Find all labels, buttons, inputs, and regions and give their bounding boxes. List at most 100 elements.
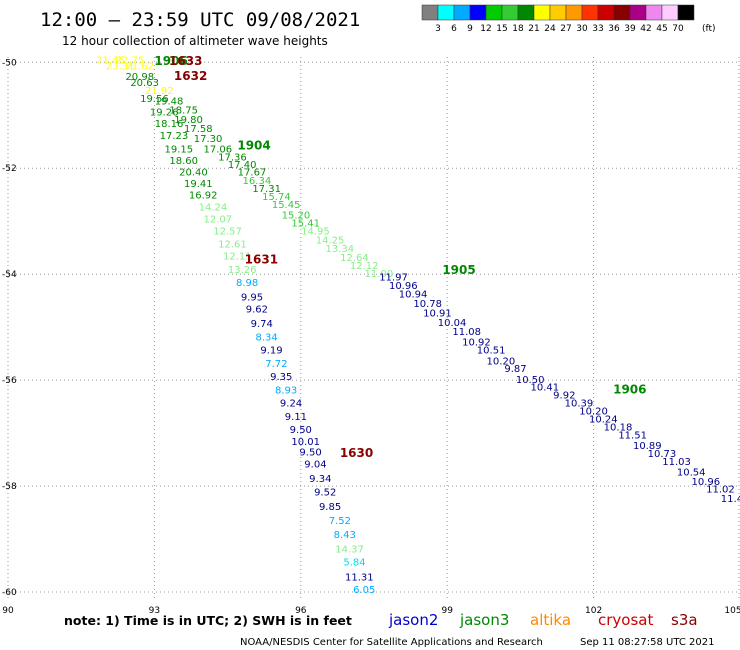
- footer-note: note: 1) Time is in UTC; 2) SWH is in fe…: [64, 613, 352, 628]
- wave-height-value: 8.93: [275, 385, 297, 396]
- wave-height-value: 15.74: [262, 192, 291, 203]
- wave-height-value: 18.75: [169, 106, 198, 117]
- wave-height-value: 9.62: [246, 304, 268, 315]
- wave-height-value: 12.12: [350, 261, 379, 272]
- wave-height-value: 21.62: [125, 62, 154, 73]
- wave-height-value: 9.92: [553, 391, 575, 402]
- wave-height-value: 11.44: [721, 494, 740, 505]
- wave-height-value: 9.52: [314, 488, 336, 499]
- wave-height-value: 17.40: [228, 160, 257, 171]
- x-tick-label: 99: [441, 606, 453, 616]
- x-tick-label: 93: [149, 606, 160, 616]
- wave-height-value: 19.41: [184, 179, 213, 190]
- wave-height-value: 7.52: [329, 516, 351, 527]
- wave-height-value: 20.98: [125, 72, 154, 83]
- wave-height-value: 10.78: [413, 299, 442, 310]
- color-swatch: [517, 4, 535, 21]
- color-scale-tick: 9: [467, 24, 473, 34]
- color-scale-tick: 36: [608, 24, 620, 34]
- wave-height-value: 15.41: [291, 219, 320, 230]
- wave-height-value: 10.04: [438, 318, 467, 329]
- wave-height-value: 10.39: [565, 399, 594, 410]
- wave-height-value: 11.08: [452, 327, 481, 338]
- footer-timestamp: Sep 11 08:27:58 UTC 2021: [580, 637, 714, 648]
- wave-height-value: 10.20: [579, 407, 608, 418]
- wave-height-value: 9.85: [319, 502, 341, 513]
- pass-label: 1632: [174, 69, 207, 83]
- wave-height-value: 19.56: [140, 94, 169, 105]
- axes: 90 93 96 99 102 105 -50 -52 -54 -56 -58 -60: [2, 58, 740, 616]
- wave-height-value: 21.92: [145, 86, 174, 97]
- footer-credit: NOAA/NESDIS Center for Satellite Applica…: [240, 637, 543, 648]
- color-swatch: [469, 4, 487, 21]
- color-scale-tick: 33: [592, 24, 603, 34]
- wave-height-value: 17.06: [204, 144, 233, 155]
- wave-height-value: 13.34: [326, 244, 355, 255]
- wave-height-value: 10.20: [487, 356, 516, 367]
- wave-height-value: 14.37: [335, 544, 364, 555]
- pass-label: 1630: [340, 446, 373, 460]
- color-swatch: [581, 4, 599, 21]
- color-swatch: [661, 4, 679, 21]
- color-swatch: [629, 4, 647, 21]
- wave-height-value: 20.63: [130, 78, 159, 89]
- wave-height-value: 9.50: [299, 447, 321, 458]
- wave-height-value: 17.23: [160, 131, 189, 142]
- wave-height-value: 16.34: [243, 176, 272, 187]
- wave-height-value: 15.45: [272, 200, 301, 211]
- wave-height-value: 5.84: [343, 558, 365, 569]
- wave-height-value: 20.40: [179, 168, 208, 179]
- wave-height-value: 12.11: [223, 251, 252, 262]
- x-tick-label: 90: [2, 606, 14, 616]
- y-tick-label: -54: [2, 270, 17, 280]
- wave-height-value: 11.31: [345, 572, 374, 583]
- color-scale-tick: 18: [512, 24, 524, 34]
- wave-height-value: 14.24: [199, 203, 228, 214]
- wave-height-value: 11.00: [365, 269, 394, 280]
- satellite-legend-s3a: s3a: [671, 611, 698, 629]
- wave-height-value: 9.74: [251, 319, 273, 330]
- wave-height-value: 19.26: [150, 107, 179, 118]
- color-scale-tick: 27: [560, 24, 571, 34]
- wave-height-value: 9.34: [309, 474, 331, 485]
- wave-height-value: 19.80: [174, 115, 203, 126]
- wave-height-value: 9.87: [504, 364, 526, 375]
- wave-height-value: 8.43: [334, 530, 356, 541]
- color-scale-tick: 70: [672, 24, 684, 34]
- plot-frame: [8, 57, 740, 600]
- page-subtitle: 12 hour collection of altimeter wave hei…: [62, 34, 328, 48]
- color-swatch: [501, 4, 519, 21]
- color-scale-tick: 45: [656, 24, 667, 34]
- wave-height-value: 10.94: [399, 290, 428, 301]
- pass-label: 1631: [245, 253, 278, 267]
- wave-height-value: 7.72: [265, 359, 287, 370]
- color-swatch: [645, 4, 663, 21]
- color-scale-tick: 3: [435, 24, 441, 34]
- wave-height-value: 10.24: [589, 415, 618, 426]
- satellite-legend-altika: altika: [530, 611, 571, 629]
- color-swatch: [421, 4, 439, 21]
- pass-label: 1904: [237, 139, 270, 153]
- color-swatch: [453, 4, 471, 21]
- color-swatch: [549, 4, 567, 21]
- color-scale-tick: 39: [624, 24, 636, 34]
- wave-height-value: 18.60: [169, 156, 198, 167]
- wave-height-value: 9.11: [285, 412, 307, 423]
- wave-height-value: 11.51: [618, 430, 647, 441]
- wave-height-value: 12.07: [204, 214, 233, 225]
- wave-height-value: 18.16: [155, 119, 184, 130]
- y-tick-label: -60: [2, 588, 17, 598]
- x-tick-label: 102: [585, 606, 602, 616]
- wave-height-value: 10.92: [462, 338, 491, 349]
- color-scale-legend: 3 6 9 12 15 18 21 24 27 30 33 36 39 42 45 70: [421, 4, 695, 34]
- wave-height-value: 9.04: [304, 460, 326, 471]
- color-swatch: [613, 4, 631, 21]
- wave-height-value: 23.31: [106, 62, 135, 73]
- color-scale-unit: (ft): [702, 24, 716, 34]
- color-scale-tick: 24: [544, 24, 556, 34]
- color-scale-tick: 6: [451, 24, 457, 34]
- color-swatch: [597, 4, 615, 21]
- pass-label: 1633: [169, 54, 202, 68]
- wave-height-value: 8.34: [256, 332, 278, 343]
